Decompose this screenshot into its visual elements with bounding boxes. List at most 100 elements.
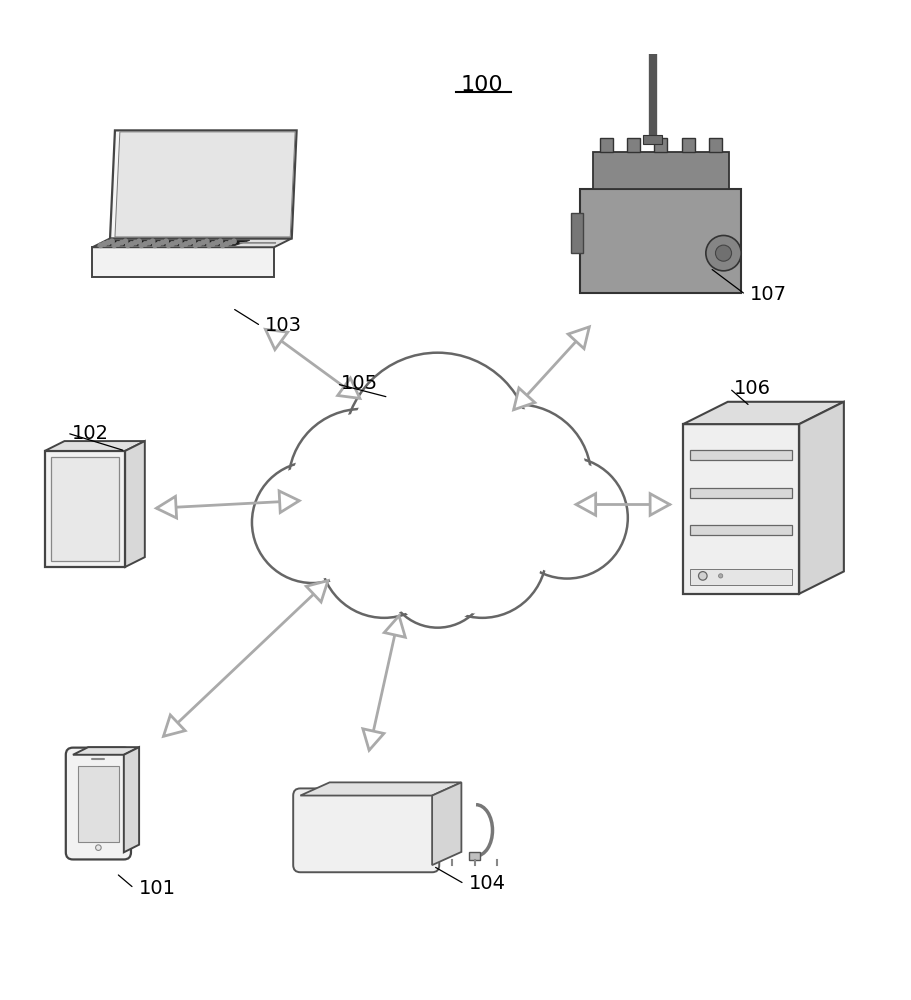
Circle shape [719, 574, 722, 578]
Polygon shape [157, 496, 177, 518]
Polygon shape [99, 240, 250, 245]
Polygon shape [163, 715, 185, 736]
Circle shape [320, 489, 448, 618]
Circle shape [289, 409, 435, 555]
Circle shape [207, 243, 211, 248]
Bar [683, 424, 799, 594]
Circle shape [147, 240, 151, 245]
Text: 106: 106 [734, 379, 771, 398]
Circle shape [699, 572, 707, 580]
Circle shape [178, 239, 182, 244]
Bar [469, 852, 480, 860]
Text: 107: 107 [750, 285, 787, 304]
Circle shape [174, 240, 179, 245]
Bar [627, 138, 640, 152]
Circle shape [139, 243, 144, 248]
Circle shape [179, 243, 184, 248]
Circle shape [351, 359, 525, 534]
Text: 104: 104 [469, 874, 506, 893]
Polygon shape [568, 327, 589, 349]
Polygon shape [45, 441, 145, 451]
Circle shape [129, 242, 134, 246]
Circle shape [511, 461, 623, 574]
Circle shape [220, 243, 225, 248]
Circle shape [126, 243, 130, 248]
Bar [691, 488, 792, 498]
Circle shape [386, 524, 489, 628]
Polygon shape [514, 388, 535, 410]
Circle shape [218, 239, 222, 244]
Bar [580, 189, 742, 293]
Polygon shape [306, 581, 328, 602]
Bar [709, 138, 722, 152]
Polygon shape [92, 238, 292, 247]
Circle shape [188, 240, 191, 245]
Polygon shape [73, 747, 139, 755]
Polygon shape [125, 441, 145, 567]
Circle shape [160, 240, 165, 245]
Circle shape [343, 353, 531, 540]
Circle shape [210, 242, 215, 246]
Circle shape [170, 242, 174, 246]
Circle shape [157, 242, 161, 246]
Bar [681, 138, 694, 152]
Polygon shape [110, 130, 297, 238]
Circle shape [116, 242, 120, 246]
Circle shape [231, 239, 236, 244]
Polygon shape [265, 329, 288, 350]
Circle shape [715, 245, 732, 261]
Polygon shape [432, 782, 461, 865]
Circle shape [183, 242, 188, 246]
Circle shape [133, 240, 138, 245]
Polygon shape [683, 402, 844, 424]
Circle shape [109, 239, 114, 244]
Polygon shape [650, 494, 670, 515]
Bar [691, 525, 792, 535]
Circle shape [164, 239, 169, 244]
Circle shape [445, 404, 591, 551]
Circle shape [228, 240, 232, 245]
Circle shape [390, 528, 486, 624]
Polygon shape [279, 491, 300, 513]
Circle shape [123, 239, 128, 244]
Circle shape [205, 239, 209, 244]
Circle shape [96, 845, 101, 850]
Polygon shape [92, 247, 274, 277]
FancyBboxPatch shape [293, 788, 439, 872]
Polygon shape [576, 494, 596, 515]
Text: 103: 103 [265, 316, 302, 335]
Polygon shape [45, 451, 125, 567]
Text: 101: 101 [138, 879, 176, 898]
Circle shape [293, 414, 430, 550]
Bar [654, 138, 667, 152]
Circle shape [200, 240, 205, 245]
Text: 100: 100 [461, 75, 504, 95]
Circle shape [191, 239, 196, 244]
Circle shape [324, 494, 444, 613]
Circle shape [418, 489, 547, 618]
Circle shape [150, 239, 155, 244]
Circle shape [214, 240, 219, 245]
Circle shape [193, 243, 198, 248]
Circle shape [153, 243, 157, 248]
Polygon shape [799, 402, 844, 594]
Circle shape [106, 240, 110, 245]
Bar [592, 152, 729, 189]
Bar [51, 457, 119, 561]
Circle shape [256, 466, 369, 579]
Polygon shape [384, 616, 405, 637]
Circle shape [252, 462, 374, 583]
Bar [78, 766, 118, 842]
Circle shape [224, 242, 229, 246]
Circle shape [98, 243, 103, 248]
Circle shape [112, 243, 117, 248]
Circle shape [423, 494, 542, 613]
Circle shape [450, 410, 586, 546]
Polygon shape [301, 782, 461, 796]
Text: 102: 102 [72, 424, 108, 443]
Circle shape [706, 235, 742, 271]
Polygon shape [363, 729, 384, 750]
Circle shape [137, 239, 141, 244]
Circle shape [102, 242, 107, 246]
Bar [691, 569, 792, 585]
